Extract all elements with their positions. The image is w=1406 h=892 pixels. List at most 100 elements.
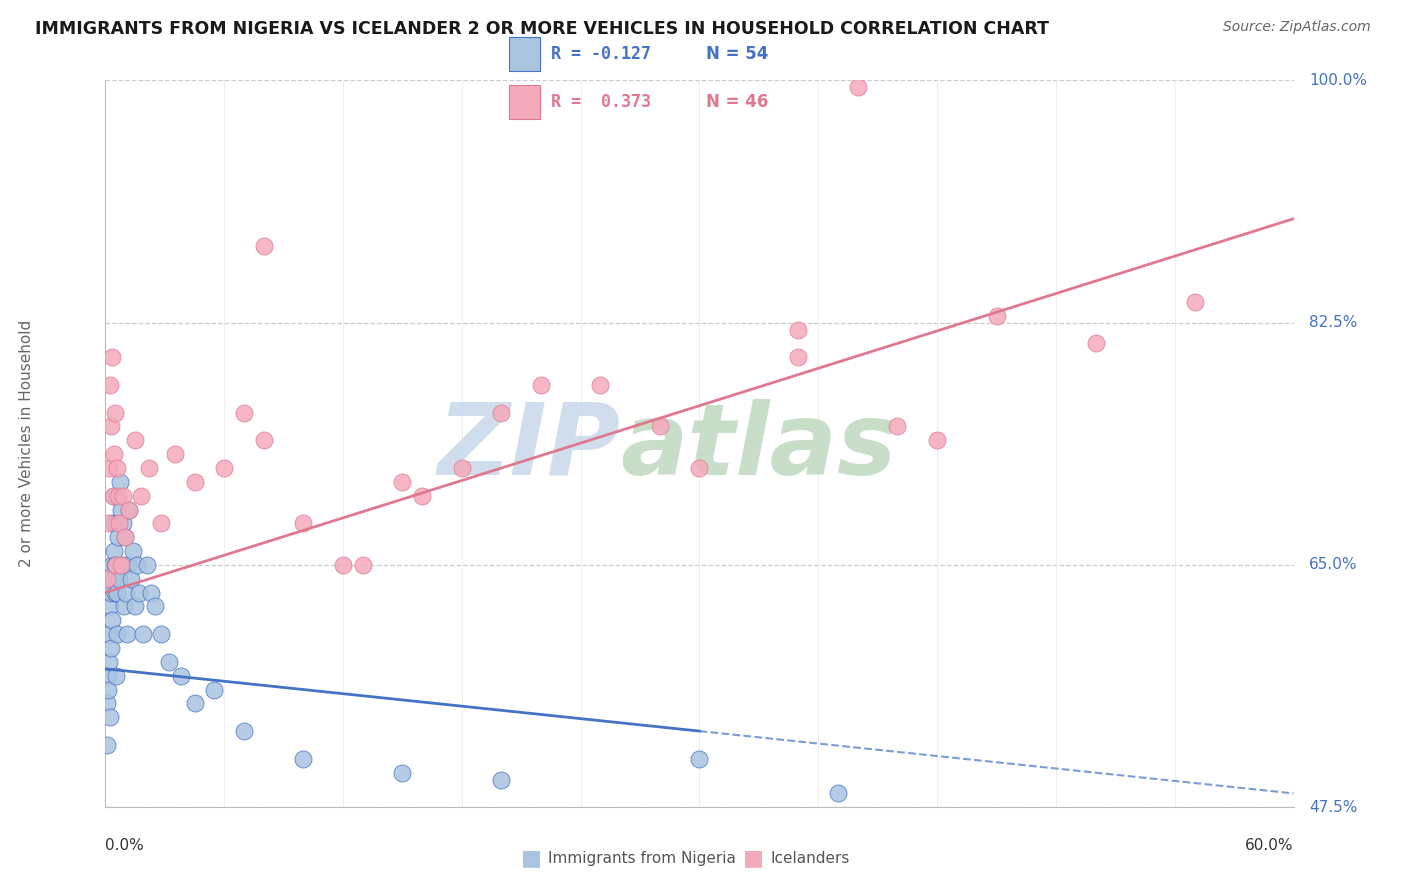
- Point: [104, 669, 127, 683]
- Point: [332, 558, 354, 572]
- Point: [124, 434, 146, 448]
- Point: [253, 434, 276, 448]
- Point: [117, 558, 139, 572]
- Point: [96, 572, 118, 586]
- Point: [112, 516, 135, 531]
- Point: [97, 682, 120, 697]
- Point: [589, 378, 612, 392]
- Point: [118, 502, 141, 516]
- Text: N = 54: N = 54: [706, 45, 768, 63]
- Point: [100, 585, 122, 599]
- Point: [183, 475, 205, 489]
- Point: [105, 461, 128, 475]
- Point: [105, 558, 128, 572]
- Point: [491, 406, 513, 420]
- Point: [648, 419, 671, 434]
- Text: atlas: atlas: [620, 399, 897, 496]
- Text: IMMIGRANTS FROM NIGERIA VS ICELANDER 2 OR MORE VEHICLES IN HOUSEHOLD CORRELATION: IMMIGRANTS FROM NIGERIA VS ICELANDER 2 O…: [35, 20, 1049, 37]
- Point: [253, 239, 276, 253]
- Text: 60.0%: 60.0%: [1246, 838, 1294, 853]
- Point: [103, 516, 125, 531]
- Point: [103, 447, 125, 461]
- Point: [114, 530, 136, 544]
- Point: [202, 682, 225, 697]
- Point: [411, 489, 433, 503]
- Point: [986, 309, 1008, 323]
- Point: [101, 558, 124, 572]
- Point: [846, 80, 869, 95]
- Point: [108, 516, 131, 531]
- Point: [104, 558, 127, 572]
- Point: [110, 502, 132, 516]
- Text: ■: ■: [744, 848, 763, 868]
- Text: 65.0%: 65.0%: [1309, 558, 1358, 573]
- Point: [112, 599, 135, 614]
- Point: [352, 558, 374, 572]
- Text: ■: ■: [522, 848, 541, 868]
- Point: [233, 406, 256, 420]
- Point: [105, 585, 128, 599]
- Point: [170, 669, 193, 683]
- Point: [143, 599, 166, 614]
- Point: [787, 350, 810, 364]
- Point: [105, 516, 128, 531]
- Point: [124, 599, 146, 614]
- Point: [100, 419, 122, 434]
- Point: [96, 697, 118, 711]
- Point: [1184, 294, 1206, 309]
- Point: [104, 585, 127, 599]
- Text: Icelanders: Icelanders: [770, 851, 849, 865]
- Point: [1084, 336, 1107, 351]
- Point: [129, 489, 152, 503]
- Point: [149, 516, 172, 531]
- Point: [491, 772, 513, 787]
- Point: [127, 558, 149, 572]
- Point: [97, 669, 120, 683]
- Point: [132, 627, 155, 641]
- Text: 0.0%: 0.0%: [105, 838, 145, 853]
- Point: [530, 378, 553, 392]
- Text: 47.5%: 47.5%: [1309, 800, 1358, 814]
- Point: [110, 475, 132, 489]
- Point: [111, 558, 134, 572]
- Point: [138, 461, 160, 475]
- Point: [157, 655, 180, 669]
- Point: [101, 613, 124, 627]
- Point: [103, 544, 125, 558]
- Point: [827, 786, 849, 800]
- Point: [115, 627, 138, 641]
- Point: [101, 350, 124, 364]
- Point: [98, 655, 121, 669]
- Point: [391, 475, 413, 489]
- Point: [120, 572, 142, 586]
- Point: [183, 697, 205, 711]
- Point: [292, 516, 315, 531]
- Text: 82.5%: 82.5%: [1309, 315, 1358, 330]
- Point: [233, 724, 256, 739]
- FancyBboxPatch shape: [509, 37, 540, 70]
- Text: 2 or more Vehicles in Household: 2 or more Vehicles in Household: [18, 320, 34, 567]
- Point: [100, 599, 122, 614]
- Point: [128, 585, 150, 599]
- Point: [122, 544, 145, 558]
- Point: [139, 585, 162, 599]
- Point: [136, 558, 159, 572]
- Point: [163, 447, 186, 461]
- Point: [98, 627, 121, 641]
- Point: [292, 752, 315, 766]
- Point: [104, 406, 127, 420]
- Text: ZIP: ZIP: [437, 399, 620, 496]
- Point: [105, 627, 128, 641]
- Point: [450, 461, 472, 475]
- Point: [101, 572, 124, 586]
- Text: R = -0.127: R = -0.127: [551, 45, 651, 63]
- Point: [391, 765, 413, 780]
- Text: 100.0%: 100.0%: [1309, 73, 1368, 87]
- Point: [689, 461, 711, 475]
- Point: [100, 640, 122, 655]
- Point: [107, 489, 129, 503]
- Point: [787, 322, 810, 336]
- Point: [103, 489, 125, 503]
- FancyBboxPatch shape: [509, 86, 540, 119]
- Point: [108, 572, 131, 586]
